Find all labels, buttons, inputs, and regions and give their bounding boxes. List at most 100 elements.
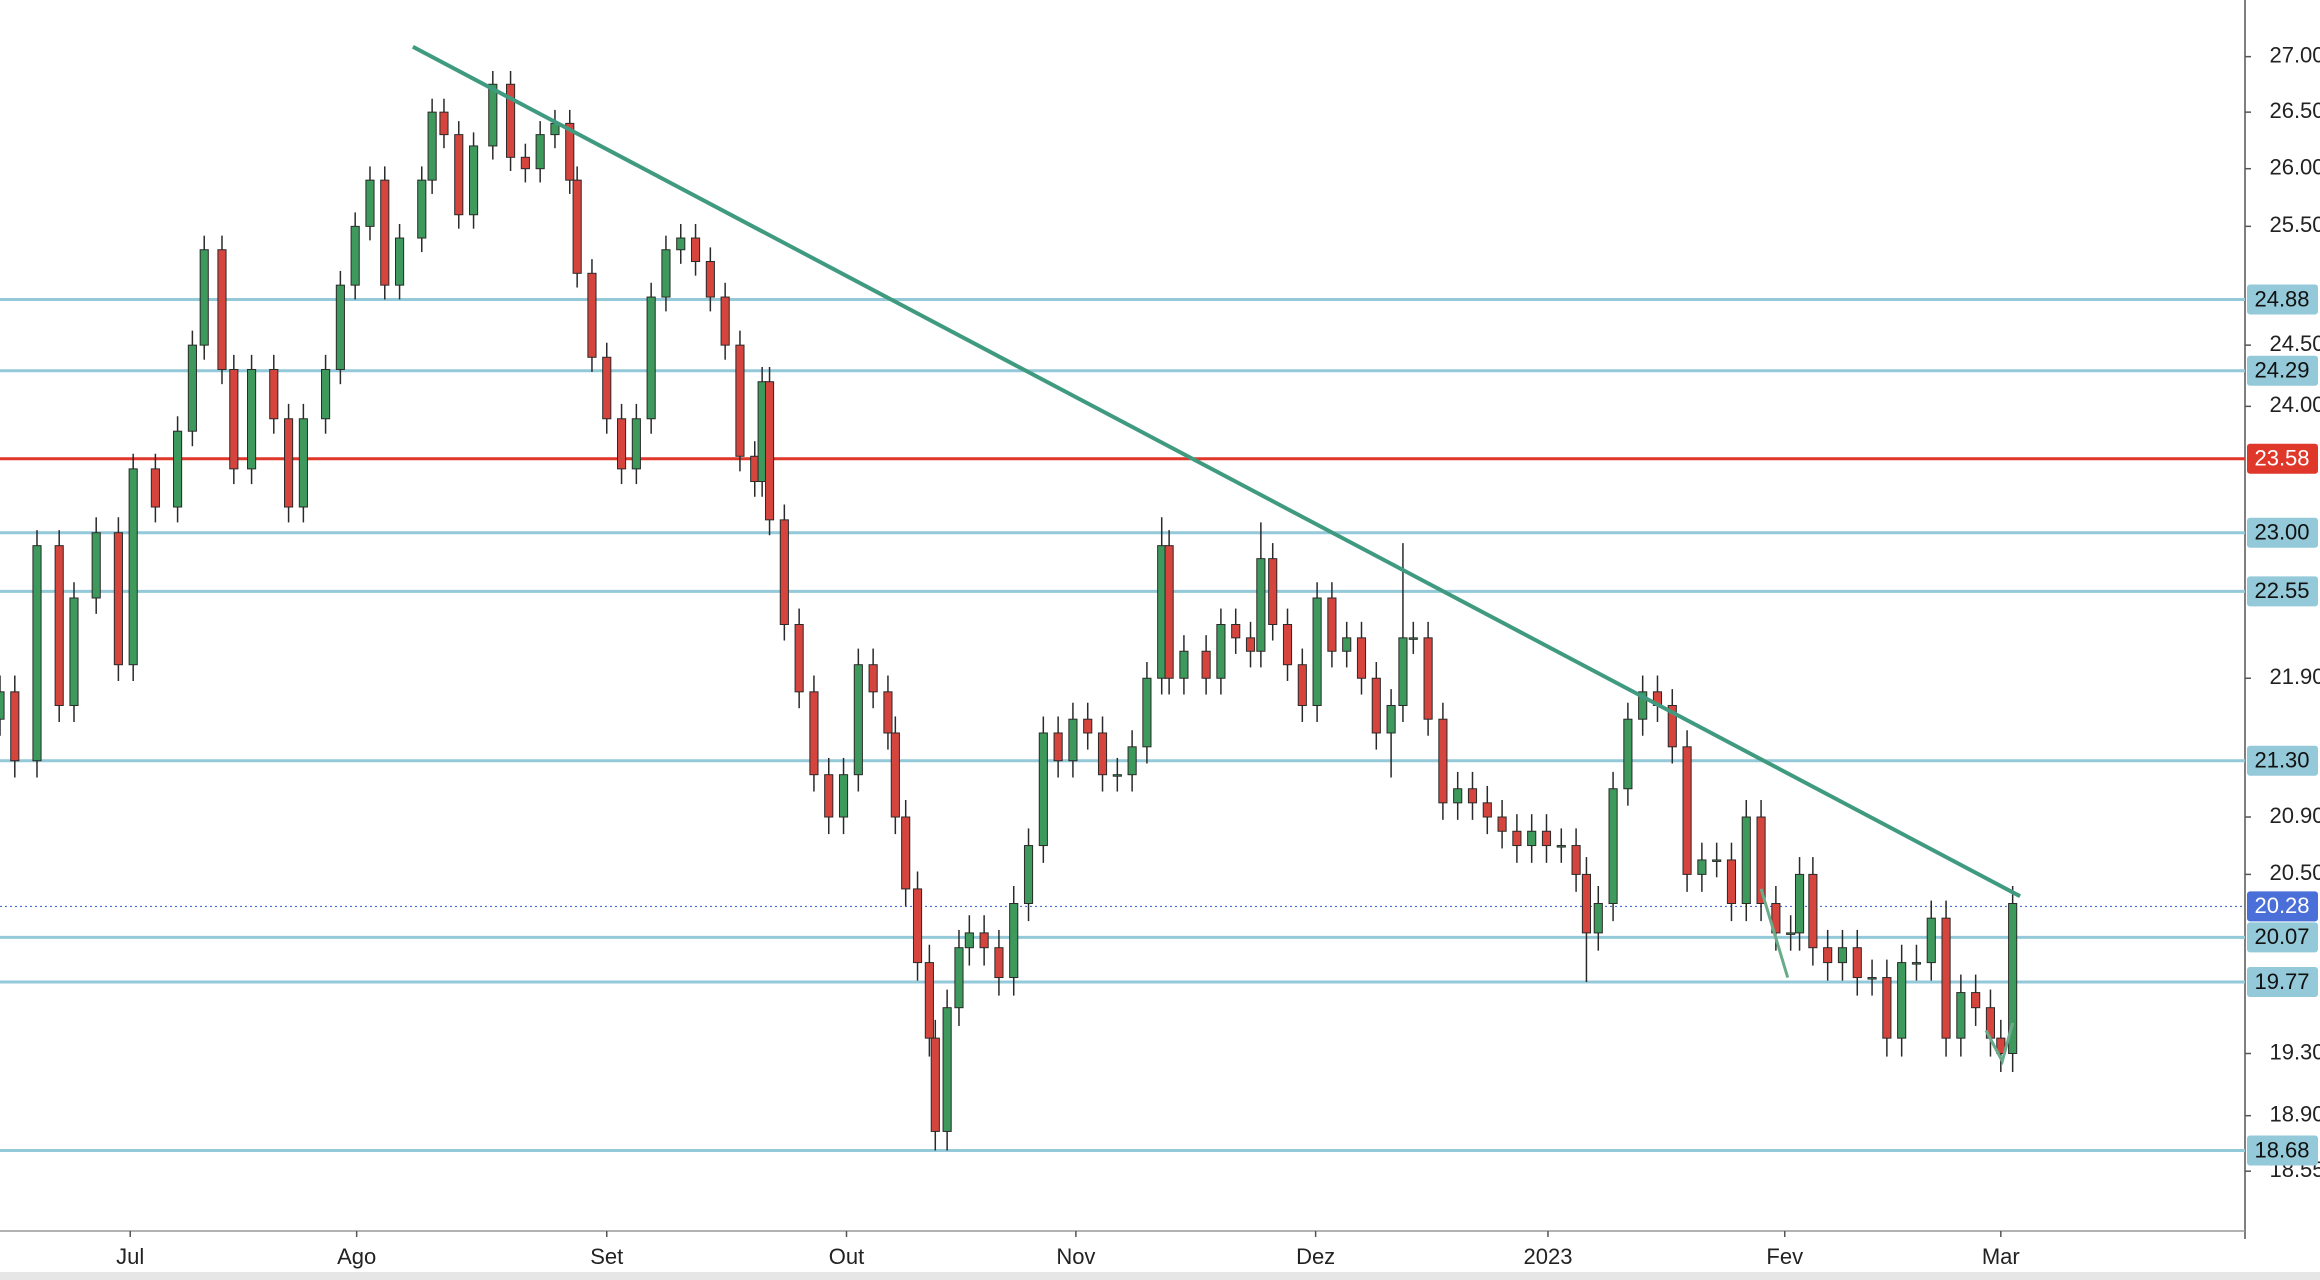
y-tick-label: 20.90 <box>2269 803 2320 828</box>
candle-body <box>321 368 331 420</box>
x-tick-label: Set <box>590 1244 623 1269</box>
candle-body <box>1053 732 1063 762</box>
candle-body <box>1179 650 1189 679</box>
candle-body <box>1794 873 1805 934</box>
y-tick-label: 26.00 <box>2269 155 2320 180</box>
x-tick-label: Out <box>829 1244 864 1269</box>
candle-body <box>1371 677 1381 734</box>
candle-body <box>954 947 964 1009</box>
candle-body <box>150 468 160 508</box>
candle-body <box>824 774 834 818</box>
candle-body <box>1608 788 1618 905</box>
last-price-box <box>2247 891 2318 922</box>
candle-body <box>269 368 279 420</box>
level-label: 20.07 <box>2254 924 2309 949</box>
candle-body <box>1926 917 1936 964</box>
last-price-label: 20.28 <box>2254 893 2309 918</box>
level-box <box>2247 443 2318 474</box>
candle-body <box>298 418 308 508</box>
x-tick-label: Fev <box>1766 1244 1803 1269</box>
candle-body <box>395 237 405 286</box>
level-label: 23.00 <box>2254 520 2309 545</box>
candle-body <box>1297 664 1307 706</box>
x-tick-label: Mar <box>1982 1244 2020 1269</box>
candle-body <box>1911 962 1922 965</box>
candle-body <box>113 532 123 666</box>
candle-body <box>1837 947 1848 964</box>
candle-body <box>616 418 627 470</box>
candle-body <box>572 179 582 274</box>
candle-body <box>1245 637 1256 652</box>
candle-body <box>1097 732 1108 776</box>
y-tick-label: 27.00 <box>2269 42 2320 67</box>
candle-body <box>646 296 656 420</box>
candle-body <box>1823 947 1833 964</box>
candle-body <box>661 249 671 298</box>
candle-body <box>1971 992 1981 1009</box>
candle-body <box>1581 873 1592 934</box>
candle-body <box>890 732 900 818</box>
x-tick-label: Nov <box>1056 1244 1095 1269</box>
candle-body <box>1682 746 1692 875</box>
candle-body <box>1023 845 1034 905</box>
candle-body <box>0 691 5 720</box>
level-label: 23.58 <box>2254 446 2309 471</box>
candle-body <box>1282 623 1293 666</box>
candle-body <box>1201 650 1211 679</box>
candle-body <box>1741 816 1751 905</box>
trendline <box>1984 1022 2015 1066</box>
candle-body <box>587 272 597 358</box>
candle-body <box>1216 623 1226 679</box>
level-label: 24.88 <box>2254 286 2309 311</box>
candle-body <box>1231 623 1241 639</box>
candle-body <box>705 260 715 298</box>
candle-body <box>1497 816 1507 832</box>
y-tick-label: 24.00 <box>2269 392 2320 417</box>
candle-body <box>690 237 701 262</box>
candle-body <box>1623 718 1633 790</box>
candle-body <box>417 179 427 239</box>
x-tick-label: Ago <box>337 1244 376 1269</box>
candle-body <box>1756 816 1766 905</box>
y-tick-label: 18.90 <box>2269 1101 2320 1126</box>
x-tick-label: Dez <box>1296 1244 1335 1269</box>
candle-body <box>1327 597 1337 652</box>
candle-body <box>1541 830 1552 847</box>
level-box <box>2247 576 2318 607</box>
candle-body <box>1256 558 1266 652</box>
level-box <box>2247 745 2318 776</box>
candle-body <box>1667 704 1677 748</box>
candle-body <box>69 597 79 706</box>
candle-body <box>994 947 1004 979</box>
candle-body <box>1556 845 1566 848</box>
level-box <box>2247 355 2318 386</box>
y-tick-label: 19.30 <box>2269 1039 2320 1064</box>
candle-body <box>1941 917 1951 1039</box>
candle-body <box>1386 704 1396 734</box>
candle-body <box>912 888 923 964</box>
candle-body <box>735 344 745 457</box>
candle-body <box>1638 691 1648 720</box>
candle-body <box>1068 718 1078 762</box>
candle-body <box>187 344 197 432</box>
candle-body <box>838 774 849 818</box>
candle-body <box>1867 977 1877 980</box>
candle-body <box>1726 859 1737 905</box>
candle-body <box>794 623 804 693</box>
candle-body <box>964 932 974 949</box>
candle-body <box>1127 746 1137 776</box>
candle-body <box>631 418 641 470</box>
candle-body <box>199 249 209 346</box>
bottom-strip <box>0 1272 2320 1280</box>
candle-body <box>128 468 138 666</box>
level-box <box>2247 517 2318 548</box>
candle-body <box>2008 903 2018 1054</box>
candle-body <box>1786 932 1796 935</box>
candle-body <box>535 134 545 170</box>
trendline <box>411 44 2021 898</box>
candle-body <box>1438 718 1448 804</box>
candle-body <box>1398 637 1408 706</box>
candle-body <box>1771 903 1781 934</box>
candle-body <box>1593 903 1603 934</box>
